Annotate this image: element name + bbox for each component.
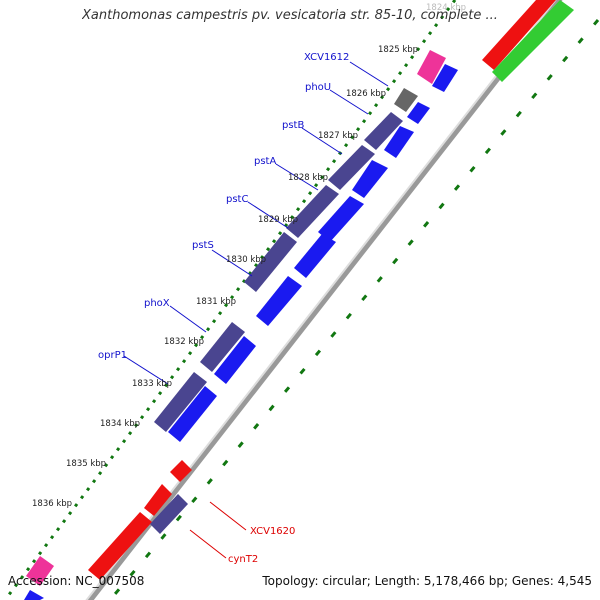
gene-band-pstB[interactable] — [364, 112, 403, 150]
gene-label-pstb[interactable]: pstB — [282, 120, 304, 131]
gene-blue-pstS[interactable] — [294, 234, 336, 278]
gene-red-xcv1620[interactable] — [144, 484, 172, 516]
gene-band-pstS[interactable] — [244, 232, 297, 292]
gene-blue-pstC[interactable] — [318, 196, 364, 242]
outer-tick-ring — [108, 19, 600, 600]
gene-labels: XCV1612 phoU pstB pstA pstC pstS phoX oprP1 XCV1… — [98, 52, 349, 565]
map-title: Xanthomonas campestris pv. vesicatoria s… — [82, 8, 498, 23]
gene-label-xcv1620[interactable]: XCV1620 — [250, 526, 295, 537]
gene-band-pstC[interactable] — [286, 185, 339, 238]
kbp-tick-label: 1832 kbp — [164, 337, 204, 347]
kbp-tick-label: 1835 kbp — [66, 459, 106, 469]
gene-label-xcv1612[interactable]: XCV1612 — [304, 52, 349, 63]
kbp-tick-label: 1827 kbp — [318, 131, 358, 141]
gene-phoU[interactable] — [394, 88, 418, 112]
kbp-tick-label: 1829 kbp — [258, 215, 298, 225]
kbp-tick-label: 1825 kbp — [378, 45, 418, 55]
gene-label-pstc[interactable]: pstC — [226, 194, 248, 205]
gene-blue-pstB[interactable] — [384, 126, 414, 158]
gene-blue-5[interactable] — [214, 336, 256, 384]
gene-band-phoX[interactable] — [200, 322, 245, 372]
kbp-tick-label: 1836 kbp — [32, 499, 72, 509]
accession-label: Accession: NC_007508 — [8, 574, 145, 588]
gene-red-outer[interactable] — [482, 0, 556, 70]
kbp-tick-label: 1833 kbp — [132, 379, 172, 389]
gene-xcv1612[interactable] — [417, 50, 446, 84]
gene-label-phou[interactable]: phoU — [305, 82, 331, 93]
label-leaders-red — [189, 501, 247, 559]
genome-stats-label: Topology: circular; Length: 5,178,466 bp… — [262, 574, 592, 588]
kbp-tick-labels: 1824 kbp 1825 kbp 1826 kbp 1827 kbp 1828 kbp… — [32, 3, 466, 509]
gene-label-psta[interactable]: pstA — [254, 156, 276, 167]
gene-green-outer[interactable] — [492, 0, 574, 82]
kbp-tick-label: 1830 kbp — [226, 255, 266, 265]
gene-blue-phoU[interactable] — [407, 102, 430, 124]
gene-label-cynt2[interactable]: cynT2 — [228, 554, 258, 565]
gene-band-oprP1[interactable] — [154, 372, 207, 432]
label-leaders — [123, 61, 389, 385]
gene-blue-pstA[interactable] — [352, 160, 388, 198]
gene-blue-top[interactable] — [432, 64, 458, 92]
gene-label-phox[interactable]: phoX — [144, 298, 170, 309]
gene-blue-oprP1[interactable] — [168, 386, 217, 442]
kbp-tick-label: 1826 kbp — [346, 89, 386, 99]
backbone-ring — [87, 0, 563, 600]
gene-blue-bottom[interactable] — [24, 590, 44, 600]
gene-dark-cynT2[interactable] — [150, 494, 188, 534]
gene-band-pstA[interactable] — [328, 145, 375, 190]
gene-pink-bottom[interactable] — [26, 556, 54, 586]
kbp-tick-label: 1831 kbp — [196, 297, 236, 307]
kbp-tick-label: 1824 kbp — [426, 3, 466, 13]
gene-blue-phoX[interactable] — [256, 276, 302, 326]
kbp-tick-label: 1828 kbp — [288, 173, 328, 183]
gene-label-oprp1[interactable]: oprP1 — [98, 350, 127, 361]
gene-red-cynT2[interactable] — [88, 512, 152, 580]
kbp-tick-label: 1834 kbp — [100, 419, 140, 429]
gene-red-small[interactable] — [170, 460, 192, 482]
gene-label-psts[interactable]: pstS — [192, 240, 214, 251]
